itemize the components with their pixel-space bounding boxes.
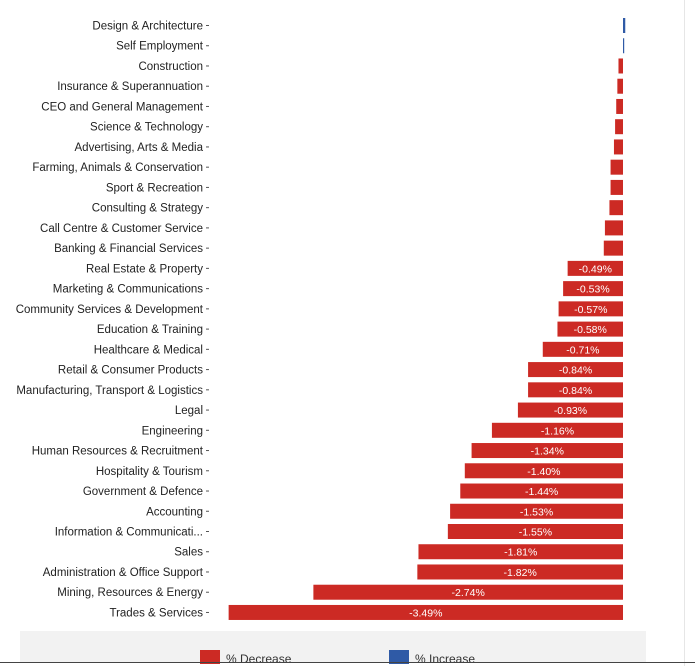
- category-label-education-training: Education & Training: [97, 324, 203, 336]
- value-label-retail-consumer-products: -0.84%: [559, 365, 592, 377]
- legend: % Decrease % Increase: [20, 631, 646, 666]
- category-label-engineering: Engineering: [142, 425, 203, 437]
- bar-legal[interactable]: [517, 402, 623, 418]
- value-label-human-resources-recruitment: -1.34%: [531, 446, 564, 458]
- category-label-mining-resources-energy: Mining, Resources & Energy: [57, 587, 203, 599]
- chart-frame-edge: [684, 0, 685, 666]
- window-bottom-edge: [0, 662, 695, 663]
- bar-accounting[interactable]: [450, 503, 623, 519]
- bar-hospitality-tourism[interactable]: [464, 463, 623, 479]
- value-label-real-estate-property: -0.49%: [579, 263, 612, 275]
- value-labels: -0.49% -0.53% -0.57% -0.58% -0.71% -0.84% -0.8…: [409, 263, 612, 619]
- bar-mining-resources-energy[interactable]: [313, 584, 623, 600]
- bar-retail-consumer-products[interactable]: [528, 362, 623, 378]
- value-label-trades-services: -3.49%: [409, 607, 442, 619]
- category-label-consulting-strategy: Consulting & Strategy: [92, 203, 203, 215]
- bar-insurance-superannuation[interactable]: [617, 78, 623, 94]
- bar-self-employment[interactable]: [623, 38, 625, 54]
- bar-sport-recreation[interactable]: [610, 179, 623, 195]
- bar-construction[interactable]: [618, 58, 623, 74]
- category-label-human-resources-recruitment: Human Resources & Recruitment: [32, 446, 204, 458]
- bar-information-communicati[interactable]: [447, 524, 623, 539]
- bar-administration-office-support[interactable]: [417, 564, 623, 580]
- bar-science-technology[interactable]: [615, 119, 623, 135]
- category-label-sales: Sales: [174, 547, 203, 559]
- bar-sales[interactable]: [418, 544, 623, 560]
- legend-label-decrease: % Decrease: [226, 652, 292, 666]
- bar-human-resources-recruitment[interactable]: [471, 443, 623, 459]
- bar-real-estate-property[interactable]: [567, 260, 623, 276]
- category-label-administration-office-support: Administration & Office Support: [43, 567, 204, 579]
- bars: [228, 18, 626, 620]
- category-label-science-technology: Science & Technology: [90, 122, 203, 134]
- category-ticks: [206, 25, 209, 613]
- legend-label-increase: % Increase: [415, 652, 476, 666]
- value-label-marketing-communications: -0.53%: [576, 284, 609, 296]
- bar-marketing-communications[interactable]: [563, 281, 623, 297]
- bar-engineering[interactable]: [491, 422, 623, 438]
- value-label-legal: -0.93%: [554, 405, 587, 417]
- bar-consulting-strategy[interactable]: [609, 200, 623, 216]
- bar-chart: Design & Architecture Self Employment Cons…: [16, 18, 626, 620]
- category-label-government-defence: Government & Defence: [83, 486, 203, 498]
- category-label-real-estate-property: Real Estate & Property: [86, 263, 203, 275]
- bar-ceo-and-general-management[interactable]: [616, 98, 623, 114]
- bar-design-architecture[interactable]: [623, 18, 626, 33]
- category-label-information-communicati: Information & Communicati...: [55, 527, 203, 539]
- bar-manufacturing-transport-logistics[interactable]: [528, 382, 623, 398]
- value-label-mining-resources-energy: -2.74%: [452, 587, 485, 599]
- category-label-marketing-communications: Marketing & Communications: [53, 284, 203, 296]
- category-label-accounting: Accounting: [146, 506, 203, 518]
- bar-farming-animals-conservation[interactable]: [610, 159, 623, 175]
- legend-swatch-decrease: [200, 650, 220, 664]
- value-label-education-training: -0.58%: [574, 324, 607, 336]
- value-label-manufacturing-transport-logistics: -0.84%: [559, 385, 592, 397]
- bar-healthcare-medical[interactable]: [542, 341, 623, 357]
- bar-education-training[interactable]: [557, 321, 623, 337]
- category-label-healthcare-medical: Healthcare & Medical: [94, 344, 203, 356]
- value-label-hospitality-tourism: -1.40%: [527, 466, 560, 478]
- category-labels: Design & Architecture Self Employment Cons…: [16, 21, 204, 620]
- category-label-self-employment: Self Employment: [116, 41, 204, 53]
- legend-swatch-increase: [389, 650, 409, 664]
- category-label-trades-services: Trades & Services: [109, 607, 203, 619]
- value-label-engineering: -1.16%: [541, 425, 574, 437]
- category-label-construction: Construction: [138, 61, 203, 73]
- category-label-advertising-arts-media: Advertising, Arts & Media: [75, 142, 204, 154]
- category-label-banking-financial-services: Banking & Financial Services: [54, 243, 203, 255]
- category-label-sport-recreation: Sport & Recreation: [106, 182, 203, 194]
- bar-community-services-development[interactable]: [558, 301, 623, 317]
- value-label-sales: -1.81%: [504, 547, 537, 559]
- value-label-government-defence: -1.44%: [525, 486, 558, 498]
- value-label-administration-office-support: -1.82%: [504, 567, 537, 579]
- bar-banking-financial-services[interactable]: [603, 240, 623, 256]
- category-label-ceo-and-general-management: CEO and General Management: [41, 101, 204, 113]
- category-label-design-architecture: Design & Architecture: [92, 21, 203, 33]
- category-label-manufacturing-transport-logistics: Manufacturing, Transport & Logistics: [16, 385, 203, 397]
- bar-government-defence[interactable]: [460, 483, 623, 499]
- value-label-healthcare-medical: -0.71%: [566, 344, 599, 356]
- category-label-community-services-development: Community Services & Development: [16, 304, 204, 316]
- value-label-community-services-development: -0.57%: [574, 304, 607, 316]
- bar-call-centre-customer-service[interactable]: [604, 220, 623, 236]
- bar-advertising-arts-media[interactable]: [613, 139, 623, 155]
- bar-trades-services[interactable]: [228, 604, 623, 620]
- value-label-accounting: -1.53%: [520, 506, 553, 518]
- category-label-farming-animals-conservation: Farming, Animals & Conservation: [32, 162, 203, 174]
- value-label-information-communicati: -1.55%: [519, 527, 552, 539]
- category-label-legal: Legal: [175, 405, 203, 417]
- category-label-call-centre-customer-service: Call Centre & Customer Service: [40, 223, 203, 235]
- category-label-retail-consumer-products: Retail & Consumer Products: [58, 365, 203, 377]
- category-label-insurance-superannuation: Insurance & Superannuation: [57, 81, 203, 93]
- category-label-hospitality-tourism: Hospitality & Tourism: [96, 466, 203, 478]
